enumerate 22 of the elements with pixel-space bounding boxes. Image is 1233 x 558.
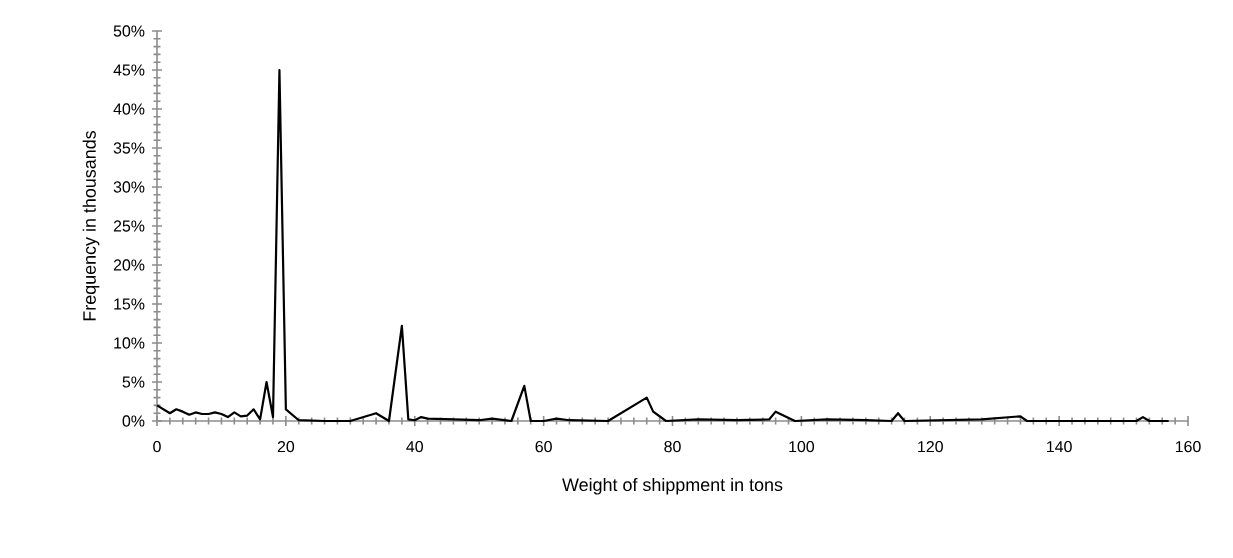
x-tick-label: 60 bbox=[535, 440, 552, 453]
x-tick-label: 20 bbox=[277, 440, 295, 453]
y-tick-label: 50% bbox=[113, 25, 145, 37]
x-tick-label: 140 bbox=[1047, 440, 1072, 453]
y-axis-title: Frequency in thousands bbox=[82, 131, 100, 321]
x-tick-label: 80 bbox=[664, 440, 681, 453]
x-tick-label: 100 bbox=[789, 440, 815, 453]
y-tick-label: 0% bbox=[122, 415, 145, 427]
x-axis-title: Weight of shippment in tons bbox=[562, 477, 783, 495]
y-tick-label: 25% bbox=[113, 220, 145, 232]
x-tick-label: 120 bbox=[918, 440, 943, 453]
y-tick-label: 40% bbox=[113, 103, 145, 115]
y-tick-label: 5% bbox=[122, 376, 145, 388]
x-tick-label: 40 bbox=[406, 440, 423, 453]
y-tick-label: 30% bbox=[113, 181, 145, 193]
y-tick-label: 10% bbox=[114, 337, 145, 349]
y-tick-label: 35% bbox=[113, 142, 145, 154]
x-tick-label: 160 bbox=[1175, 440, 1201, 453]
y-tick-label: 45% bbox=[113, 64, 145, 76]
y-tick-label: 20% bbox=[113, 259, 145, 271]
x-tick-label: 0 bbox=[153, 440, 161, 453]
y-tick-label: 15% bbox=[114, 298, 145, 310]
